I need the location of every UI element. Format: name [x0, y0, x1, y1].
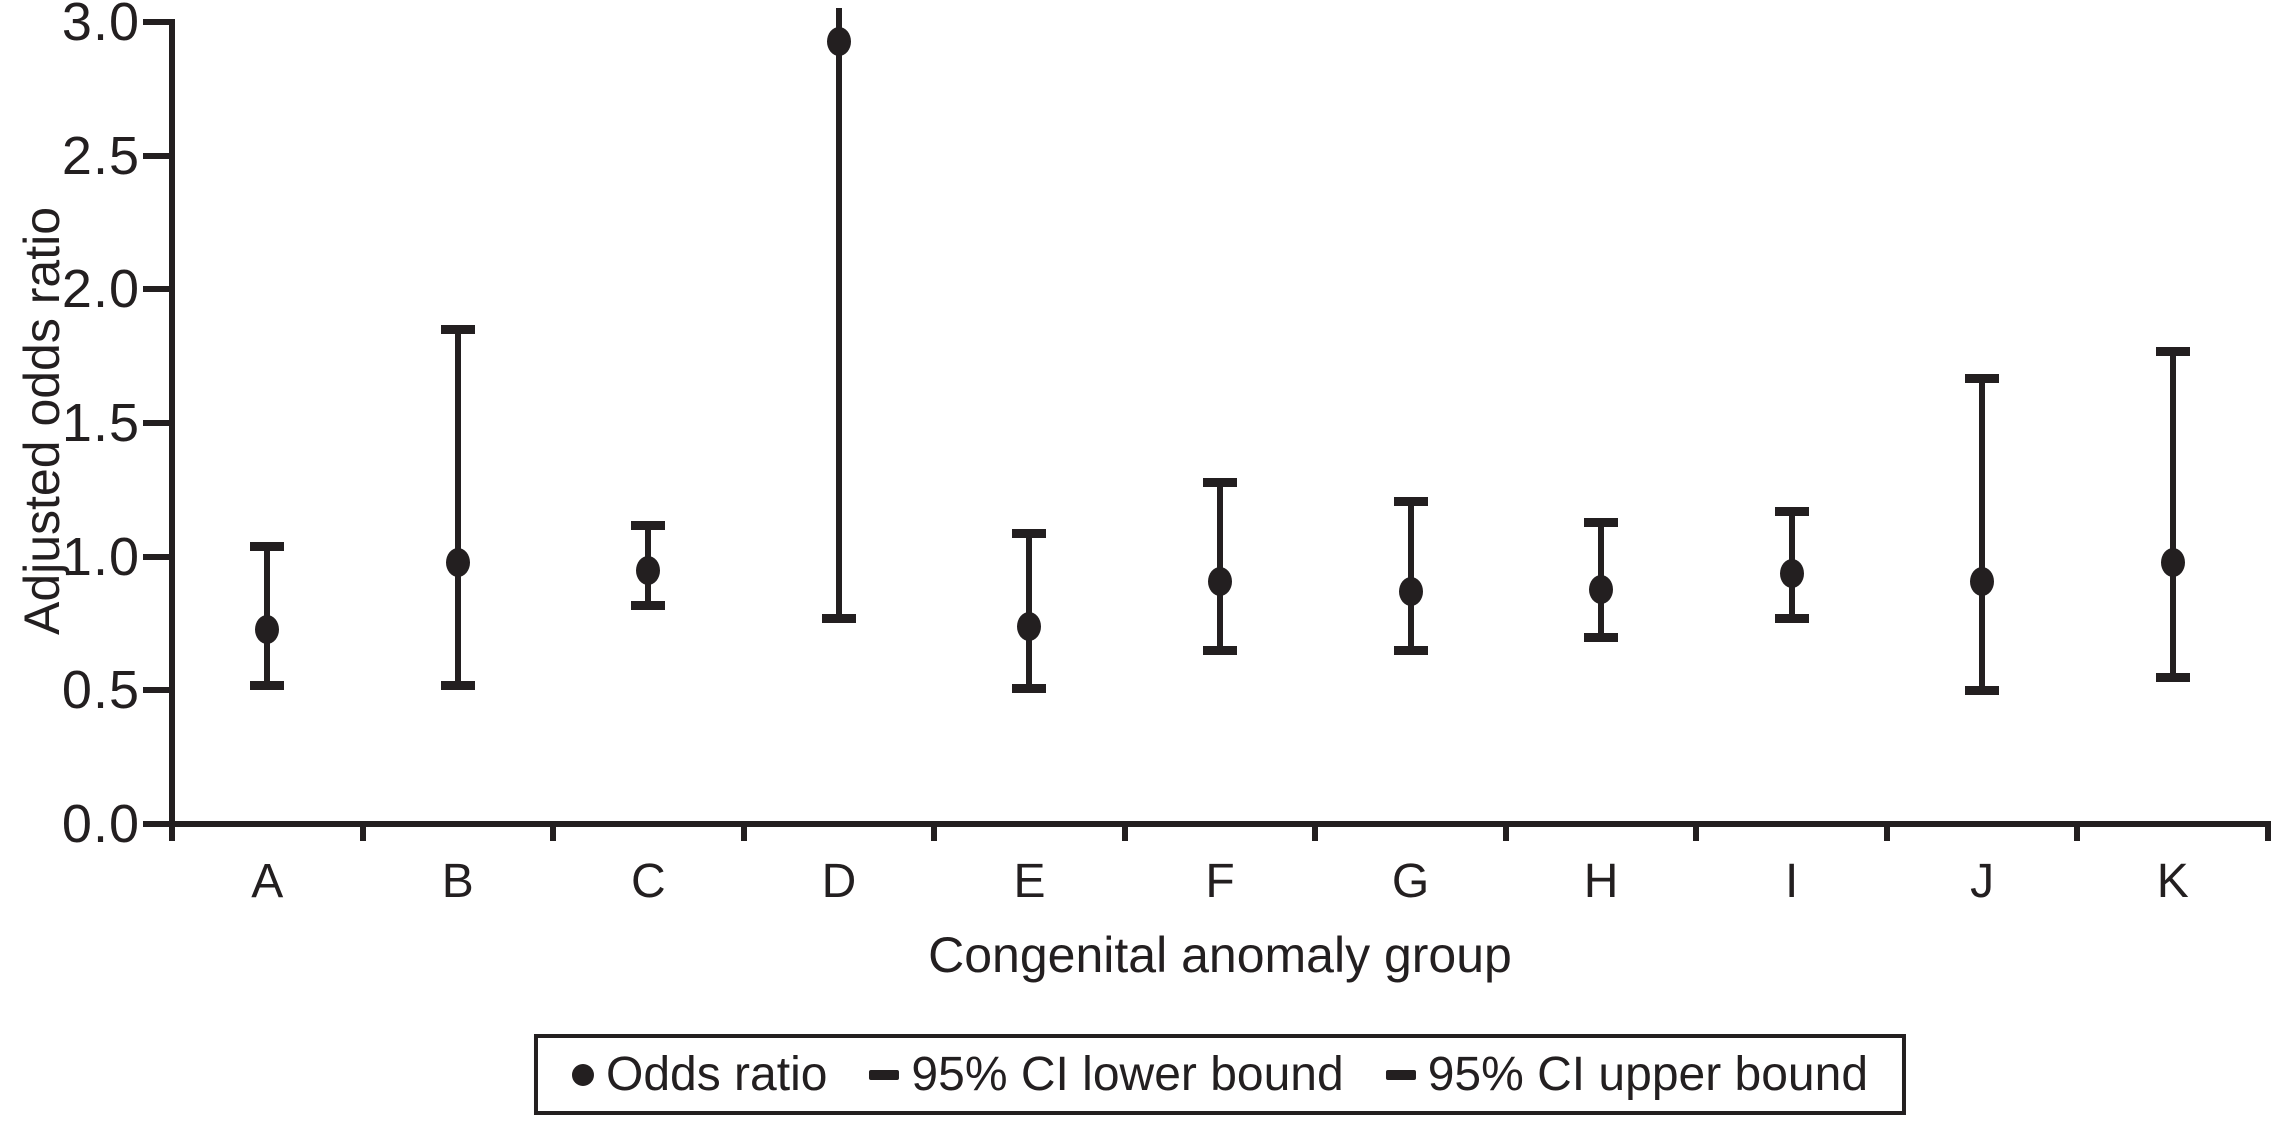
x-axis-tick	[1883, 824, 1890, 841]
y-axis-tick-label: 1.5	[61, 393, 140, 453]
x-axis-category-label: I	[1784, 855, 1799, 908]
y-axis-tick-label: 3.0	[61, 0, 140, 52]
legend-label: Odds ratio	[605, 1048, 828, 1101]
ci-whisker-E	[1026, 532, 1033, 688]
ci-whisker-G	[1407, 500, 1414, 651]
x-axis-tick	[1502, 824, 1509, 841]
y-axis-tick	[143, 821, 172, 827]
y-axis-tick	[143, 420, 172, 426]
odds-ratio-point-K	[2160, 548, 2185, 577]
odds-ratio-point-I	[1779, 558, 1804, 588]
x-axis-tick	[2074, 824, 2081, 841]
y-axis-tick	[143, 152, 172, 159]
x-axis-tick	[550, 824, 557, 841]
x-axis-tick	[931, 824, 938, 841]
ci-upper-cap-J	[1965, 373, 2000, 383]
ci-upper-cap-H	[1584, 517, 1619, 527]
x-axis-line	[169, 821, 2271, 827]
ci-lower-cap-F	[1203, 646, 1237, 656]
odds-ratio-point-C	[636, 556, 661, 586]
odds-ratio-point-G	[1398, 577, 1423, 607]
odds-ratio-point-H	[1589, 574, 1614, 604]
legend-label: 95% CI upper bound	[1427, 1048, 1869, 1101]
x-axis-tick	[169, 824, 175, 841]
odds-ratio-point-B	[445, 548, 470, 577]
ci-lower-cap-I	[1774, 614, 1809, 624]
y-axis-tick	[143, 286, 172, 293]
ci-whisker-K	[2169, 350, 2176, 677]
odds-ratio-point-D	[826, 26, 851, 56]
ci-upper-cap-E	[1012, 528, 1047, 538]
y-axis-tick-label: 2.5	[61, 125, 140, 186]
ci-lower-cap-B	[440, 680, 475, 690]
x-axis-category-label: F	[1205, 855, 1235, 908]
x-axis-category-label: H	[1583, 855, 1619, 908]
ci-whisker-D	[835, 8, 842, 619]
x-axis-category-label: D	[821, 855, 857, 908]
odds-ratio-point-A	[255, 614, 280, 644]
x-axis-tick	[1121, 824, 1128, 841]
ci-lower-cap-E	[1012, 683, 1047, 693]
x-axis-category-label: E	[1013, 855, 1046, 908]
y-axis-tick-label: 2.0	[61, 259, 140, 320]
ci-upper-cap-A	[250, 541, 285, 551]
ci-upper-cap-B	[440, 325, 475, 335]
odds-ratio-point-J	[1970, 566, 1995, 596]
y-axis-tick	[143, 687, 172, 694]
ci-whisker-F	[1217, 481, 1223, 651]
y-axis-line	[169, 19, 175, 827]
legend-label: 95% CI lower bound	[911, 1048, 1344, 1101]
x-axis-category-label: C	[631, 855, 666, 908]
y-axis-tick-label: 1.0	[61, 526, 140, 587]
x-axis-category-label: B	[441, 855, 474, 908]
x-axis-category-label: G	[1391, 855, 1430, 908]
odds-ratio-point-F	[1208, 566, 1232, 596]
ci-upper-cap-K	[2155, 346, 2190, 356]
y-axis-tick-label: 0.5	[61, 660, 140, 721]
ci-lower-cap-J	[1965, 686, 2000, 696]
ci-lower-cap-D	[821, 614, 856, 624]
x-axis-category-label: A	[251, 855, 284, 908]
y-axis-tick	[143, 553, 172, 560]
x-axis-tick	[2265, 824, 2271, 841]
legend-item-odds-ratio: Odds ratio	[571, 1047, 828, 1102]
legend-item-ci-lower: 95% CI lower bound	[869, 1047, 1344, 1102]
ci-lower-cap-C	[631, 600, 666, 610]
ci-upper-cap-F	[1203, 477, 1237, 487]
ci-lower-cap-G	[1393, 646, 1428, 656]
legend-box: Odds ratio 95% CI lower bound 95% CI upp…	[533, 1034, 1907, 1115]
x-axis-title: Congenital anomaly group	[928, 927, 1512, 983]
ci-lower-cap-H	[1584, 632, 1619, 642]
ci-upper-cap-I	[1774, 507, 1809, 517]
y-axis-tick	[143, 19, 172, 25]
legend-item-ci-upper: 95% CI upper bound	[1385, 1047, 1869, 1102]
odds-ratio-dot-icon	[571, 1063, 594, 1086]
ci-upper-cap-C	[631, 520, 666, 530]
y-axis-tick-label: 0.0	[61, 794, 140, 854]
x-axis-category-label: K	[2156, 855, 2189, 908]
x-axis-tick	[740, 824, 747, 841]
x-axis-category-label: J	[1970, 855, 1995, 908]
x-axis-tick	[1312, 824, 1319, 841]
x-axis-tick	[359, 824, 366, 841]
ci-upper-dash-icon	[1385, 1069, 1416, 1080]
ci-whisker-J	[1979, 377, 1986, 691]
odds-ratio-point-E	[1017, 612, 1042, 642]
x-axis-tick	[1693, 824, 1700, 841]
ci-lower-cap-A	[250, 680, 285, 690]
ci-lower-cap-K	[2155, 672, 2190, 682]
ci-whisker-B	[454, 329, 461, 685]
ci-lower-dash-icon	[869, 1069, 900, 1080]
ci-upper-cap-G	[1393, 496, 1428, 506]
